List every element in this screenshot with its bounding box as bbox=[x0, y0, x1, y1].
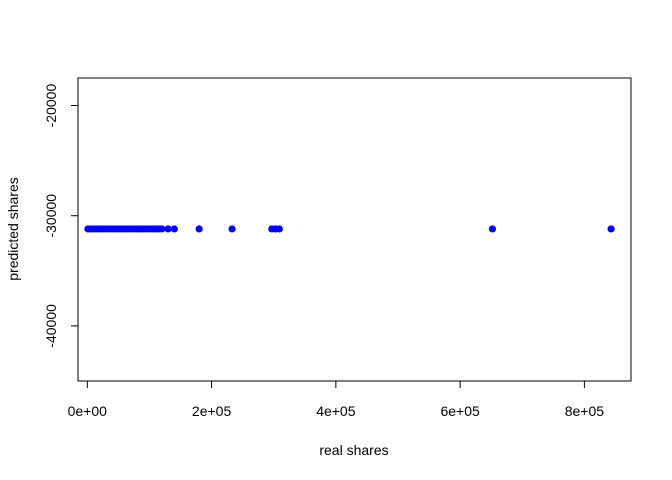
data-point bbox=[164, 225, 172, 233]
y-tick-label: -30000 bbox=[43, 194, 59, 238]
y-axis: -40000 -30000 -20000 bbox=[43, 84, 79, 348]
data-point bbox=[488, 225, 497, 233]
x-tick-label: 0e+00 bbox=[68, 403, 108, 419]
y-tick-label: -40000 bbox=[43, 304, 59, 348]
data-point bbox=[170, 225, 178, 233]
x-tick-label: 4e+05 bbox=[316, 403, 356, 419]
x-axis: 0e+00 2e+05 4e+05 6e+05 8e+05 bbox=[68, 380, 605, 419]
data-point bbox=[607, 225, 615, 233]
data-point bbox=[275, 225, 283, 233]
data-points bbox=[84, 225, 615, 233]
data-point bbox=[195, 225, 203, 233]
y-tick-label: -20000 bbox=[43, 84, 59, 128]
x-tick-label: 8e+05 bbox=[565, 403, 605, 419]
x-axis-title: real shares bbox=[319, 442, 388, 458]
x-tick-label: 2e+05 bbox=[192, 403, 232, 419]
x-tick-label: 6e+05 bbox=[440, 403, 480, 419]
y-axis-title: predicted shares bbox=[5, 177, 21, 281]
data-point bbox=[228, 225, 236, 233]
data-point bbox=[158, 225, 166, 233]
